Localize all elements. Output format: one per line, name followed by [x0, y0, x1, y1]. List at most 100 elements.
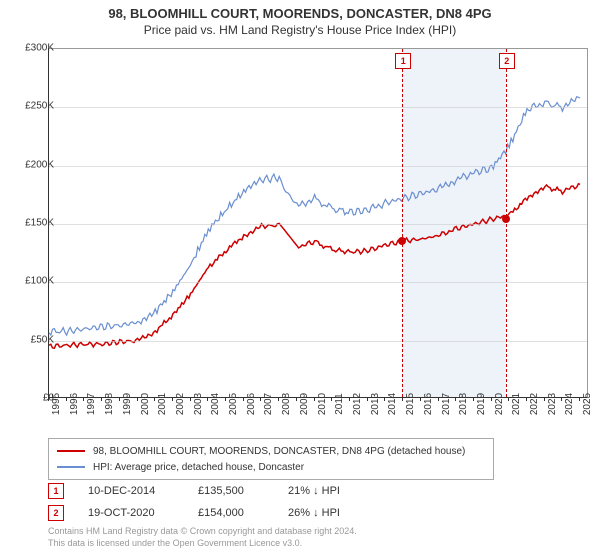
transaction-delta: 21% ↓ HPI — [288, 485, 388, 497]
x-axis-label: 2024 — [564, 393, 575, 415]
x-axis-tick — [190, 397, 191, 401]
transaction-marker: 1 — [395, 53, 411, 69]
legend-row: HPI: Average price, detached house, Donc… — [57, 459, 485, 475]
x-axis-tick — [119, 397, 120, 401]
transaction-dot — [502, 215, 510, 223]
x-axis-label: 2009 — [299, 393, 310, 415]
x-axis-tick — [243, 397, 244, 401]
transaction-table: 1 10-DEC-2014£135,50021% ↓ HPI 2 19-OCT-202… — [48, 480, 388, 524]
x-axis-tick — [207, 397, 208, 401]
x-axis-label: 2012 — [352, 393, 363, 415]
x-axis-label: 2011 — [334, 393, 345, 415]
x-axis-label: 2007 — [263, 393, 274, 415]
legend-label: 98, BLOOMHILL COURT, MOORENDS, DONCASTER… — [93, 446, 465, 457]
transaction-vline — [402, 49, 403, 397]
x-axis-tick — [544, 397, 545, 401]
x-axis-label: 2016 — [423, 393, 434, 415]
x-axis-tick — [367, 397, 368, 401]
x-axis-tick — [473, 397, 474, 401]
transaction-row: 2 19-OCT-2020£154,00026% ↓ HPI — [48, 502, 388, 524]
y-axis-label: £50K — [31, 334, 54, 345]
x-axis-tick — [402, 397, 403, 401]
transaction-dot — [398, 237, 406, 245]
x-axis-label: 1995 — [51, 393, 62, 415]
legend-label: HPI: Average price, detached house, Donc… — [93, 462, 304, 473]
x-axis-tick — [438, 397, 439, 401]
x-axis-tick — [349, 397, 350, 401]
x-axis-label: 1999 — [122, 393, 133, 415]
x-axis-tick — [48, 397, 49, 401]
x-axis-tick — [508, 397, 509, 401]
x-axis-label: 2019 — [476, 393, 487, 415]
legend-swatch — [57, 450, 85, 452]
transaction-delta: 26% ↓ HPI — [288, 507, 388, 519]
transaction-date: 10-DEC-2014 — [88, 485, 198, 497]
x-axis-tick — [384, 397, 385, 401]
title-block: 98, BLOOMHILL COURT, MOORENDS, DONCASTER… — [0, 0, 600, 37]
x-axis-label: 2003 — [193, 393, 204, 415]
x-axis-label: 2021 — [511, 393, 522, 415]
x-axis-tick — [561, 397, 562, 401]
x-axis-label: 2006 — [246, 393, 257, 415]
y-axis-label: £300K — [25, 43, 54, 54]
chart-title: 98, BLOOMHILL COURT, MOORENDS, DONCASTER… — [0, 6, 600, 21]
footer-line-2: This data is licensed under the Open Gov… — [48, 538, 357, 550]
plot-area: 12 — [48, 48, 588, 398]
x-axis-label: 2000 — [140, 393, 151, 415]
x-axis-label: 2013 — [370, 393, 381, 415]
x-axis-tick — [154, 397, 155, 401]
x-axis-label: 2017 — [441, 393, 452, 415]
x-axis-tick — [296, 397, 297, 401]
x-axis-label: 2022 — [529, 393, 540, 415]
x-axis-label: 2018 — [458, 393, 469, 415]
series-line — [49, 97, 580, 335]
x-axis-label: 1996 — [69, 393, 80, 415]
x-axis-tick — [278, 397, 279, 401]
x-axis-label: 2023 — [547, 393, 558, 415]
x-axis-label: 2020 — [494, 393, 505, 415]
x-axis-tick — [579, 397, 580, 401]
x-axis-tick — [491, 397, 492, 401]
x-axis-label: 2002 — [175, 393, 186, 415]
x-axis-tick — [331, 397, 332, 401]
series-line — [49, 184, 580, 348]
x-axis-tick — [260, 397, 261, 401]
x-axis-tick — [137, 397, 138, 401]
x-axis-tick — [314, 397, 315, 401]
footer: Contains HM Land Registry data © Crown c… — [48, 526, 357, 549]
transaction-price: £135,500 — [198, 485, 288, 497]
x-axis-tick — [172, 397, 173, 401]
x-axis-label: 2015 — [405, 393, 416, 415]
legend: 98, BLOOMHILL COURT, MOORENDS, DONCASTER… — [48, 438, 494, 480]
transaction-row-marker: 2 — [48, 505, 64, 521]
legend-row: 98, BLOOMHILL COURT, MOORENDS, DONCASTER… — [57, 443, 485, 459]
x-axis-label: 2008 — [281, 393, 292, 415]
x-axis-label: 2010 — [317, 393, 328, 415]
chart-subtitle: Price paid vs. HM Land Registry's House … — [0, 23, 600, 37]
x-axis-tick — [526, 397, 527, 401]
transaction-marker: 2 — [499, 53, 515, 69]
y-axis-label: £200K — [25, 159, 54, 170]
x-axis-label: 2004 — [210, 393, 221, 415]
x-axis-label: 1997 — [86, 393, 97, 415]
chart-container: 98, BLOOMHILL COURT, MOORENDS, DONCASTER… — [0, 0, 600, 560]
x-axis-tick — [420, 397, 421, 401]
legend-swatch — [57, 466, 85, 468]
y-axis-label: £150K — [25, 218, 54, 229]
x-axis-label: 2001 — [157, 393, 168, 415]
x-axis-label: 1998 — [104, 393, 115, 415]
x-axis-label: 2025 — [582, 393, 593, 415]
y-axis-label: £100K — [25, 276, 54, 287]
transaction-row-marker: 1 — [48, 483, 64, 499]
y-axis-label: £250K — [25, 101, 54, 112]
x-axis-tick — [225, 397, 226, 401]
x-axis-tick — [101, 397, 102, 401]
x-axis-tick — [66, 397, 67, 401]
x-axis-tick — [83, 397, 84, 401]
x-axis-label: 2005 — [228, 393, 239, 415]
transaction-price: £154,000 — [198, 507, 288, 519]
transaction-row: 1 10-DEC-2014£135,50021% ↓ HPI — [48, 480, 388, 502]
x-axis-tick — [455, 397, 456, 401]
transaction-date: 19-OCT-2020 — [88, 507, 198, 519]
x-axis-label: 2014 — [387, 393, 398, 415]
